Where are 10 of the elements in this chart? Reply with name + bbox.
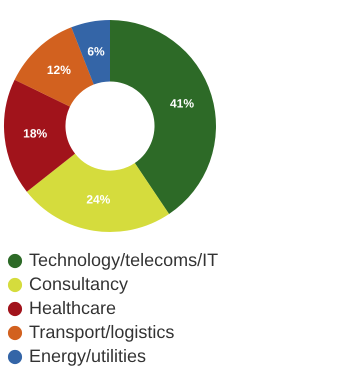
legend-label: Transport/logistics <box>29 322 174 342</box>
data-label: 24% <box>86 192 111 207</box>
legend-label: Consultancy <box>29 274 128 294</box>
data-label: 18% <box>23 126 48 140</box>
legend-label: Healthcare <box>29 298 116 318</box>
data-label: 41% <box>170 96 194 110</box>
data-label: 12% <box>46 63 72 78</box>
data-label: 6% <box>87 44 106 58</box>
legend-label: Technology/telecoms/IT <box>29 250 218 270</box>
legend-label: Energy/utilities <box>29 346 146 366</box>
